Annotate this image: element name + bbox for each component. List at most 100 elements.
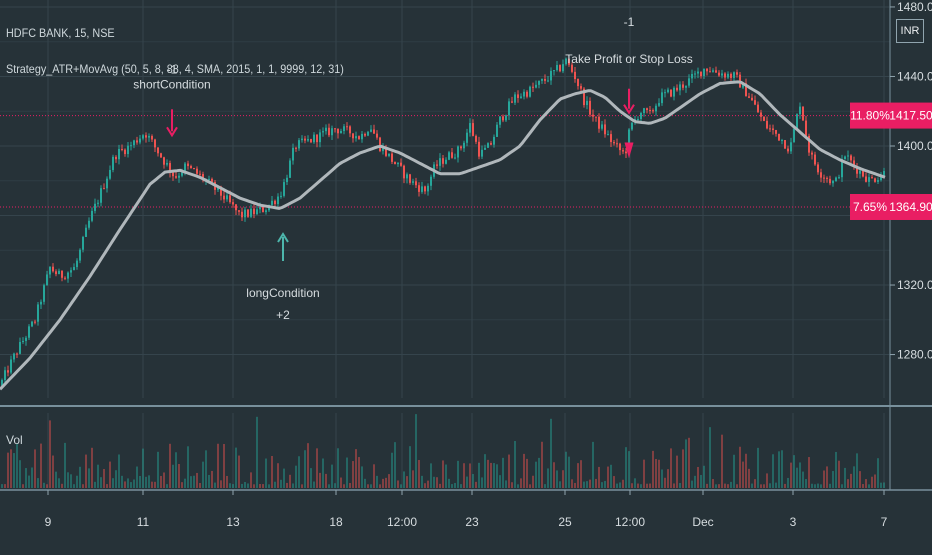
volume-bar	[247, 483, 249, 488]
candle-body	[136, 140, 138, 143]
volume-bar	[826, 466, 828, 488]
candle-body	[805, 120, 807, 136]
volume-bar	[196, 472, 198, 488]
price-tick-label: 1400.00	[897, 139, 932, 153]
volume-bar	[208, 474, 210, 488]
volume-bar	[427, 480, 429, 488]
candle-body	[289, 160, 291, 178]
volume-bar	[604, 480, 606, 488]
volume-bar	[43, 482, 45, 488]
volume-bar	[292, 483, 294, 488]
volume-bar	[139, 475, 141, 488]
candle-body	[694, 73, 696, 75]
candle-body	[265, 210, 267, 213]
volume-bar	[757, 447, 759, 488]
volume-bar	[790, 462, 792, 488]
volume-bar	[25, 468, 27, 488]
candle-body	[373, 129, 375, 134]
percent-badge	[850, 193, 890, 220]
volume-bar	[838, 460, 840, 488]
volume-bar	[682, 449, 684, 488]
candle-body	[181, 172, 183, 176]
candle-body	[43, 285, 45, 302]
volume-bar	[697, 466, 699, 488]
volume-bar	[340, 477, 342, 488]
candle-body	[586, 100, 588, 106]
candle-body	[232, 202, 234, 205]
volume-bar	[628, 451, 630, 488]
volume-bar	[787, 477, 789, 488]
candle-body	[706, 68, 708, 72]
volume-bar	[37, 478, 39, 488]
candle-body	[649, 110, 651, 112]
volume-bar	[88, 468, 90, 488]
candle-body	[769, 128, 771, 130]
volume-bar	[313, 481, 315, 488]
volume-bar	[364, 478, 366, 488]
volume-bar	[403, 471, 405, 488]
candle-body	[781, 140, 783, 142]
candle-body	[91, 210, 93, 221]
candle-body	[625, 151, 627, 154]
volume-bar	[493, 463, 495, 488]
currency-button[interactable]: INR	[896, 19, 924, 43]
candle-body	[466, 132, 468, 143]
candle-body	[7, 370, 9, 373]
candle-body	[187, 163, 189, 167]
volume-bar	[754, 479, 756, 488]
candle-body	[847, 155, 849, 157]
volume-bar	[346, 457, 348, 488]
volume-bar	[739, 446, 741, 488]
volume-bar	[484, 454, 486, 488]
candle-body	[655, 105, 657, 112]
candle-body	[868, 177, 870, 182]
candle-body	[295, 147, 297, 149]
volume-bar	[565, 451, 567, 488]
volume-bar	[514, 441, 516, 488]
volume-bar	[295, 465, 297, 488]
volume-bar	[607, 466, 609, 488]
candle-body	[481, 149, 483, 157]
candle-body	[313, 134, 315, 143]
volume-bar	[568, 456, 570, 488]
candle-body	[817, 164, 819, 173]
candle-body	[151, 136, 153, 140]
volume-bar	[508, 454, 510, 488]
candle-body	[814, 154, 816, 165]
volume-bar	[34, 449, 36, 488]
volume-bar	[145, 476, 147, 488]
volume-bar	[592, 441, 594, 488]
volume-bar	[772, 454, 774, 488]
candle-body	[709, 71, 711, 73]
volume-bar	[376, 475, 378, 488]
volume-bar	[613, 476, 615, 488]
candle-body	[391, 153, 393, 162]
volume-bar	[880, 482, 882, 488]
candle-body	[82, 236, 84, 250]
candle-body	[361, 133, 363, 140]
volume-bar	[811, 483, 813, 488]
volume-bar	[301, 484, 303, 488]
candle-body	[235, 204, 237, 211]
volume-bar	[430, 463, 432, 488]
candle-body	[457, 146, 459, 158]
volume-bar	[163, 472, 165, 488]
volume-bar	[598, 466, 600, 488]
time-tick-label: 13	[226, 515, 240, 529]
candle-body	[220, 186, 222, 196]
volume-bar	[673, 483, 675, 488]
candle-body	[472, 123, 474, 136]
candle-body	[196, 168, 198, 174]
volume-bar	[466, 476, 468, 488]
volume-bar	[625, 447, 627, 488]
volume-bar	[409, 446, 411, 488]
candle-body	[367, 131, 369, 136]
candle-body	[163, 157, 165, 165]
candle-body	[730, 73, 732, 78]
candle-body	[424, 186, 426, 192]
candle-body	[439, 158, 441, 166]
candle-body	[322, 131, 324, 133]
candle-body	[172, 172, 174, 177]
